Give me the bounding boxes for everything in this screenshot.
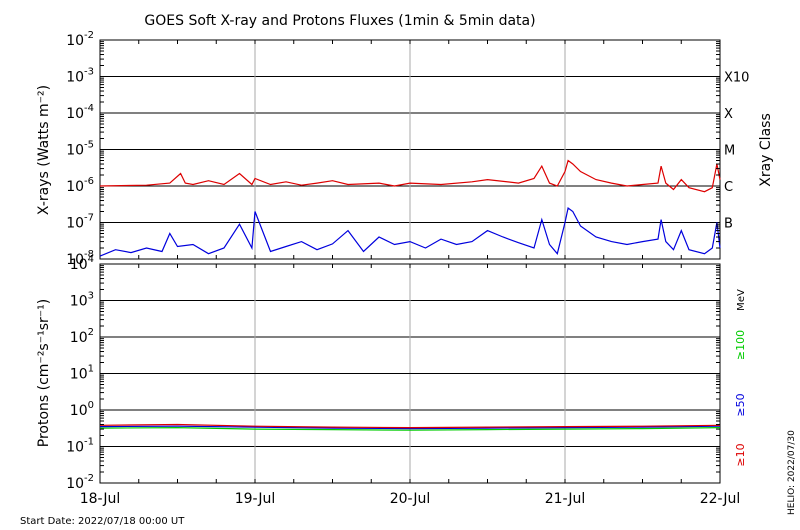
xray-panel: 10-8 10-7 10-6 10-5 10-4 10-3 10-2 X10 X M C B X-r… bbox=[36, 30, 774, 268]
protons-series bbox=[99, 423, 721, 431]
protons-legend-entry: ≥50 bbox=[734, 393, 747, 416]
y-tick-label: 104 bbox=[70, 254, 94, 273]
xray-series bbox=[99, 159, 721, 257]
x-tick-label: 19-Jul bbox=[235, 491, 276, 507]
y-tick-label: 10-7 bbox=[66, 213, 94, 232]
protons-grid bbox=[100, 264, 720, 483]
protons-legend-entry: ≥10 bbox=[734, 443, 747, 466]
xray-class-label: X10 bbox=[724, 71, 749, 86]
y-tick-label: 10-2 bbox=[66, 30, 94, 49]
protons-legend-entry: ≥100 bbox=[734, 330, 747, 360]
y-tick-label: 10-2 bbox=[66, 473, 94, 492]
xray-class-label: M bbox=[724, 144, 735, 159]
series-line-0 bbox=[99, 159, 721, 193]
y-tick-label: 10-5 bbox=[66, 140, 94, 159]
xray-class-label: X bbox=[724, 107, 733, 122]
y-tick-label: 10-1 bbox=[66, 437, 94, 456]
y-tick-label: 10-8 bbox=[66, 249, 94, 268]
protons-panel: 10-2 10-1 100 101 102 103 104 ≥100 ≥50 ≥10 Proto… bbox=[36, 254, 747, 492]
start-date: Start Date: 2022/07/18 00:00 UT bbox=[20, 516, 185, 527]
protons-y-axis-label: Protons (cm⁻²s⁻¹sr⁻¹) bbox=[36, 299, 52, 448]
x-tick-label: 20-Jul bbox=[390, 491, 431, 507]
y-tick-label: 10-6 bbox=[66, 176, 94, 195]
series-line-1 bbox=[99, 206, 721, 257]
xray-grid bbox=[100, 40, 720, 259]
y-tick-label: 103 bbox=[70, 291, 94, 310]
xray-class-labels: X10 X M C B bbox=[724, 71, 749, 232]
y-tick-label: 10-3 bbox=[66, 67, 94, 86]
xray-y-axis-label: X-rays (Watts m⁻²) bbox=[36, 85, 52, 215]
xray-class-label: C bbox=[724, 180, 733, 195]
x-tick-label: 18-Jul bbox=[80, 491, 121, 507]
xray-class-axis-label: Xray Class bbox=[758, 113, 774, 187]
y-tick-label: 102 bbox=[70, 327, 94, 346]
x-tick-label: 22-Jul bbox=[700, 491, 741, 507]
x-axis-tick-labels: 18-Jul 19-Jul 20-Jul 21-Jul 22-Jul bbox=[80, 491, 741, 507]
x-tick-label: 21-Jul bbox=[545, 491, 586, 507]
xray-y-ticks: 10-8 10-7 10-6 10-5 10-4 10-3 10-2 bbox=[66, 30, 720, 268]
xray-class-label: B bbox=[724, 217, 733, 232]
series-line-0 bbox=[99, 426, 721, 431]
protons-y-ticks: 10-2 10-1 100 101 102 103 104 bbox=[66, 254, 720, 492]
y-tick-label: 100 bbox=[70, 400, 94, 419]
y-tick-label: 101 bbox=[70, 364, 94, 383]
helio-date: HELIO: 2022/07/30 bbox=[787, 430, 797, 515]
y-tick-label: 10-4 bbox=[66, 103, 94, 122]
protons-legend: ≥100 ≥50 ≥10 bbox=[734, 330, 747, 467]
series-line-1 bbox=[99, 425, 721, 430]
series-line-2 bbox=[99, 423, 721, 429]
protons-unit-label: MeV bbox=[736, 289, 747, 311]
chart-title: GOES Soft X-ray and Protons Fluxes (1min… bbox=[144, 13, 535, 29]
